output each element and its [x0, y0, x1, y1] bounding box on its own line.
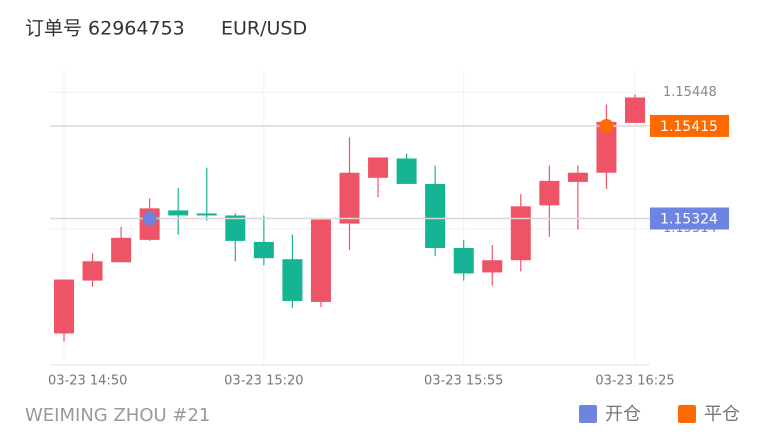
candle-body [368, 157, 389, 178]
order-number: 订单号 62964753 [25, 18, 185, 40]
candle-body [596, 121, 617, 173]
x-tick-label: 03-23 14:50 [48, 374, 127, 389]
candle-body [567, 172, 588, 182]
price-box [650, 207, 729, 230]
legend-label: 开仓 [605, 404, 641, 425]
legend-swatch [579, 405, 597, 423]
candle-body [339, 172, 360, 224]
candle-body [625, 97, 645, 123]
candle-body [510, 206, 531, 261]
candle-body [539, 180, 560, 206]
candle-body [282, 259, 303, 301]
candle-body [196, 213, 217, 216]
legend-label: 平仓 [704, 404, 740, 425]
x-tick-label: 03-23 15:20 [224, 374, 303, 389]
trade-marker [599, 118, 614, 133]
trade-marker [142, 211, 157, 226]
y-tick-label: 1.15448 [663, 85, 717, 100]
legend-swatch [678, 405, 696, 423]
account: WEIMING ZHOU #21 [25, 405, 210, 426]
candle-body [54, 279, 74, 334]
candle-body [425, 183, 446, 249]
candle-body [168, 210, 189, 216]
price-label: 1.15324 [660, 212, 718, 228]
price-label: 1.15415 [660, 119, 718, 135]
symbol: EUR/USD [221, 18, 307, 40]
candle-body [253, 241, 274, 259]
x-tick-label: 03-23 15:55 [424, 374, 503, 389]
x-tick-label: 03-23 16:25 [595, 374, 674, 389]
candle-body [225, 215, 246, 241]
price-box [650, 114, 729, 137]
candle-body [82, 261, 103, 281]
candle-body [310, 219, 331, 302]
candle-body [396, 158, 417, 184]
candle-body [453, 248, 474, 274]
candle-body [482, 260, 503, 273]
candle-body [111, 237, 132, 263]
